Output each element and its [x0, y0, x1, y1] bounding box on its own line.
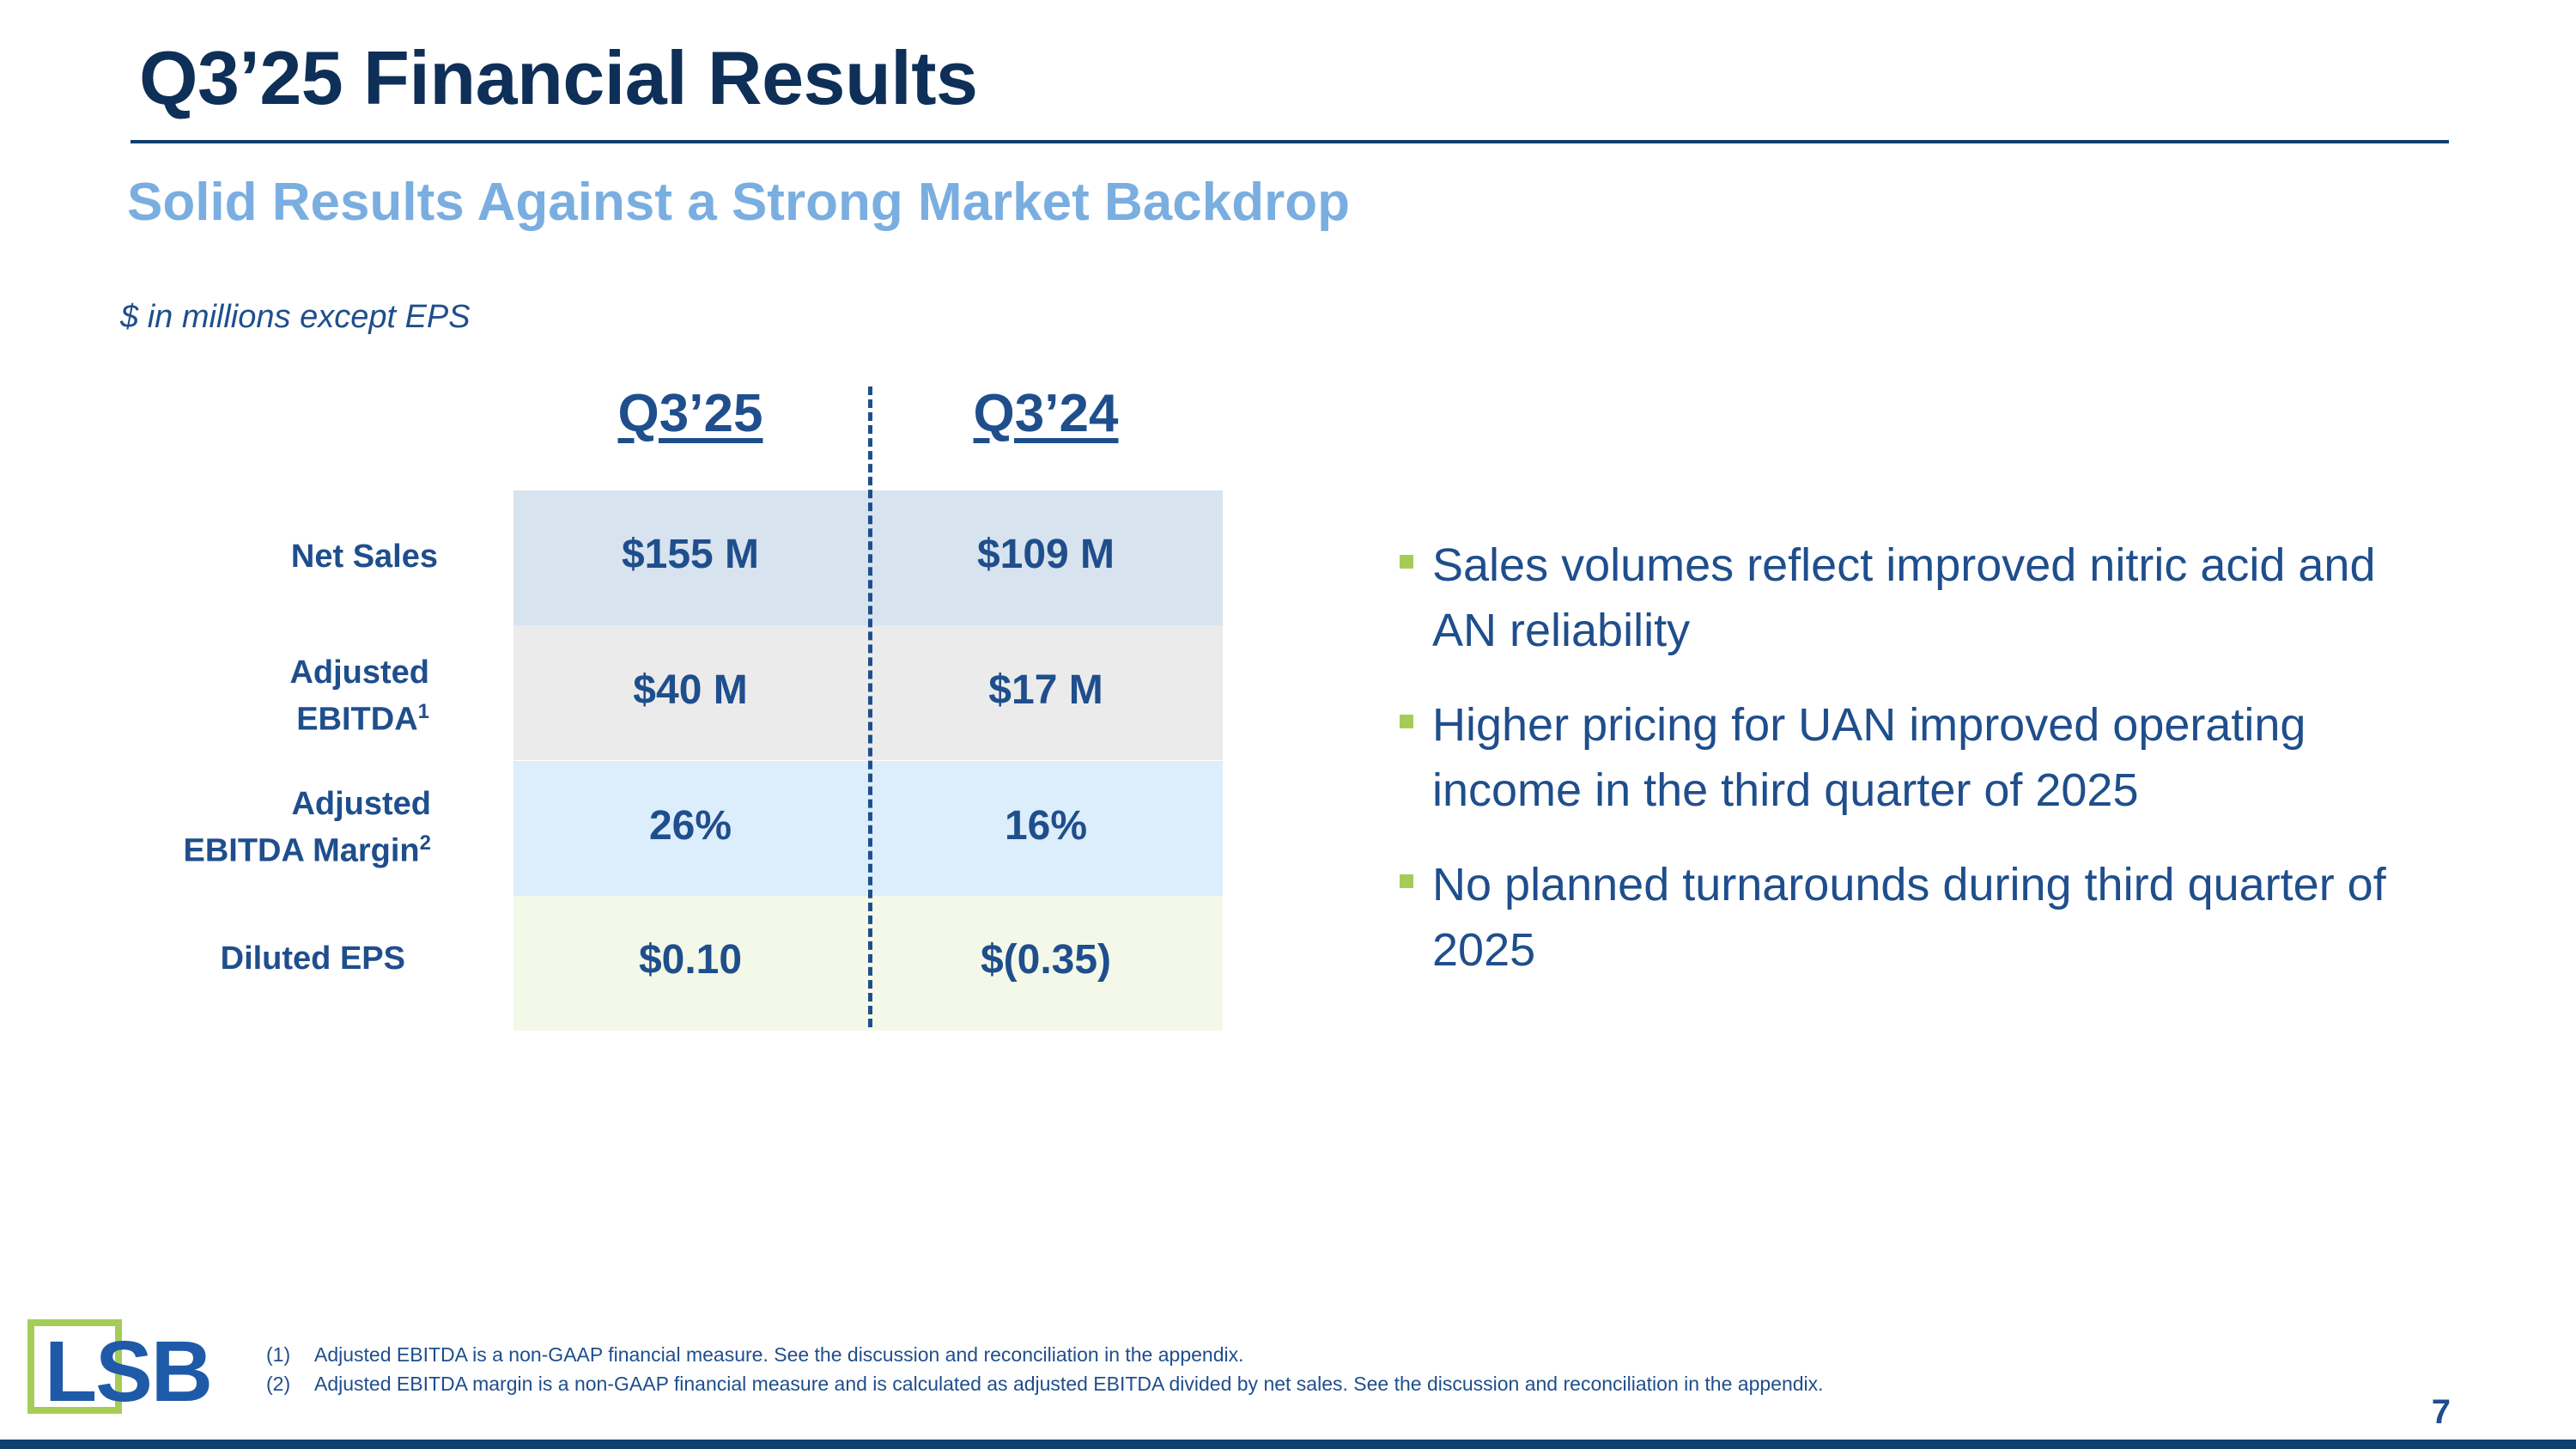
row-label-line2: EBITDA: [296, 701, 418, 738]
column-header-q3-25: Q3’25: [617, 384, 763, 443]
adjusted-ebitda-q3-24: $17 M: [988, 667, 1103, 713]
slide-subtitle: Solid Results Against a Strong Market Ba…: [127, 173, 1350, 232]
highlight-item: Higher pricing for UAN improved operatin…: [1400, 692, 2413, 823]
bullet-square-icon: [1400, 555, 1413, 569]
highlight-text: Sales volumes reflect improved nitric ac…: [1432, 539, 2376, 656]
footnote-text: Adjusted EBITDA margin is a non-GAAP fin…: [314, 1373, 1824, 1395]
highlight-text: Higher pricing for UAN improved operatin…: [1432, 699, 2306, 816]
column-divider: [868, 387, 872, 1027]
adjusted-ebitda-q3-25: $40 M: [633, 667, 748, 713]
bullet-square-icon: [1400, 874, 1413, 888]
column-header-q3-24: Q3’24: [973, 384, 1119, 443]
row-label-ebitda-margin: Adjusted EBITDA Margin2: [183, 784, 431, 871]
units-note: $ in millions except EPS: [120, 299, 471, 335]
diluted-eps-q3-24: $(0.35): [980, 937, 1112, 983]
highlights-list: Sales volumes reflect improved nitric ac…: [1400, 533, 2413, 1012]
footnote-marker: 1: [417, 700, 429, 723]
bullet-square-icon: [1400, 715, 1413, 728]
footnote-1: (1) Adjusted EBITDA is a non-GAAP financi…: [266, 1340, 1824, 1369]
company-logo: LSB: [45, 1324, 213, 1420]
highlight-item: Sales volumes reflect improved nitric ac…: [1400, 533, 2413, 663]
row-label-text: Net Sales: [290, 539, 438, 575]
highlight-item: No planned turnarounds during third quar…: [1400, 852, 2413, 983]
row-label-line2: EBITDA Margin: [183, 832, 420, 869]
footnote-text: Adjusted EBITDA is a non-GAAP financial …: [314, 1343, 1244, 1366]
ebitda-margin-q3-25: 26%: [648, 803, 732, 849]
row-label-text: Diluted EPS: [220, 941, 405, 977]
footnote-marker: 2: [419, 831, 431, 855]
net-sales-q3-25: $155 M: [621, 532, 760, 577]
footnote-number: (2): [266, 1373, 291, 1395]
title-divider: [131, 140, 2449, 143]
footnote-number: (1): [266, 1343, 291, 1366]
row-label-net-sales: Net Sales: [291, 537, 438, 576]
footer-bar: [0, 1440, 2576, 1449]
row-label-line1: Adjusted: [291, 786, 431, 822]
row-label-diluted-eps: Diluted EPS: [221, 939, 405, 978]
slide-title: Q3’25 Financial Results: [139, 35, 978, 120]
ebitda-margin-q3-24: 16%: [1004, 803, 1088, 849]
row-label-adjusted-ebitda: Adjusted EBITDA1: [289, 653, 429, 740]
row-label-line1: Adjusted: [289, 654, 429, 691]
footnotes: (1) Adjusted EBITDA is a non-GAAP financi…: [266, 1340, 1824, 1398]
net-sales-q3-24: $109 M: [976, 532, 1115, 577]
logo-frame: [27, 1319, 122, 1414]
page-number: 7: [2431, 1393, 2451, 1431]
diluted-eps-q3-25: $0.10: [638, 937, 743, 983]
footnote-2: (2) Adjusted EBITDA margin is a non-GAAP …: [266, 1369, 1824, 1398]
highlight-text: No planned turnarounds during third quar…: [1432, 859, 2386, 976]
